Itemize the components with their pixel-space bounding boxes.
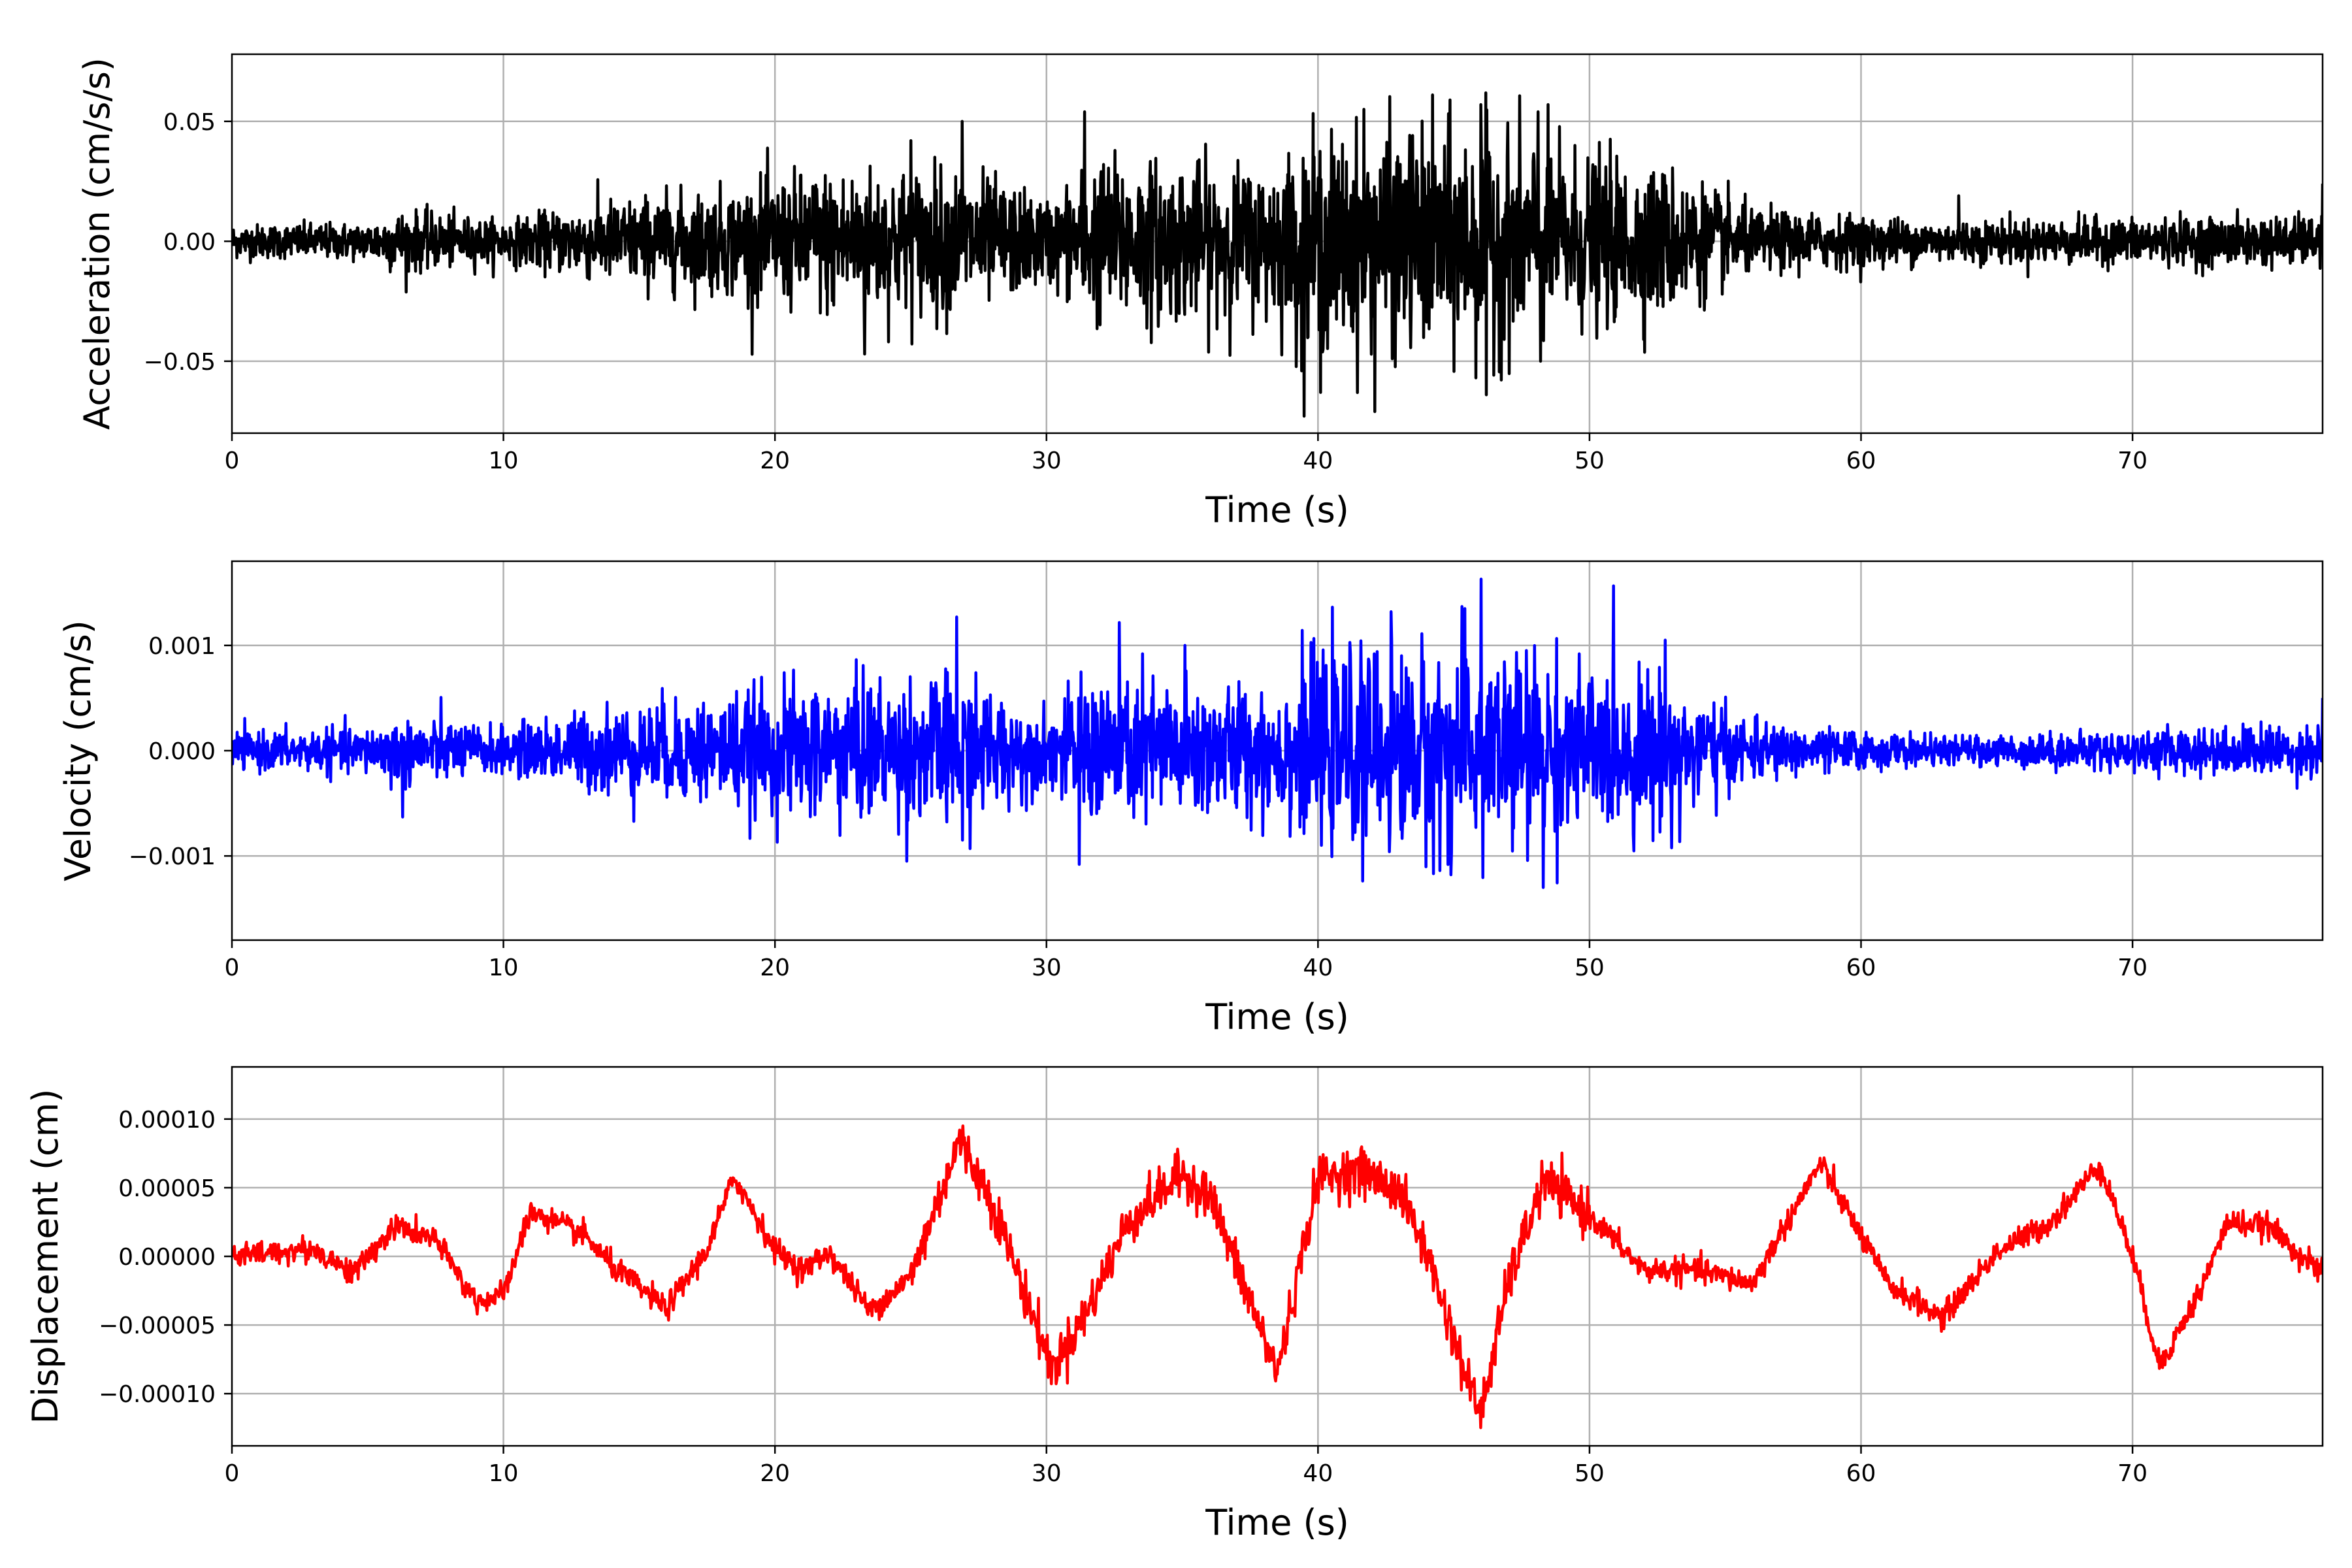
x-tick-label: 10 bbox=[489, 448, 519, 474]
x-tick-label: 20 bbox=[760, 955, 790, 981]
x-tick-label: 0 bbox=[225, 955, 240, 981]
y-tick-label: 0.05 bbox=[163, 109, 216, 136]
x-tick-label: 10 bbox=[489, 955, 519, 981]
y-axis-label: Displacement (cm) bbox=[25, 1089, 66, 1424]
x-tick-label: 70 bbox=[2117, 448, 2148, 474]
y-tick-label: −0.00010 bbox=[99, 1381, 216, 1408]
x-tick-label: 40 bbox=[1303, 448, 1333, 474]
x-tick-label: 40 bbox=[1303, 955, 1333, 981]
x-tick-label: 10 bbox=[489, 1460, 519, 1487]
x-tick-label: 50 bbox=[1575, 448, 1605, 474]
y-axis-label: Acceleration (cm/s/s) bbox=[76, 57, 118, 430]
x-axis-label: Time (s) bbox=[1205, 489, 1349, 531]
y-tick-label: 0.000 bbox=[148, 738, 216, 765]
displacement-panel: 0 10 20 30 40 50 60 70 −0.00010 −0.00005 0.00000 0.… bbox=[25, 1066, 2324, 1543]
x-tick-label: 30 bbox=[1032, 1460, 1062, 1487]
x-tick-label: 0 bbox=[225, 1460, 240, 1487]
x-tick-label: 50 bbox=[1575, 955, 1605, 981]
velocity-series-line bbox=[232, 578, 2323, 889]
x-axis-label: Time (s) bbox=[1205, 1502, 1349, 1543]
y-tick-label: 0.00005 bbox=[118, 1175, 216, 1202]
x-tick-label: 60 bbox=[1846, 955, 1876, 981]
y-tick-label: 0.00 bbox=[163, 229, 216, 255]
x-tick-label: 20 bbox=[760, 448, 790, 474]
y-tick-label: −0.001 bbox=[129, 843, 216, 870]
x-tick-label: 40 bbox=[1303, 1460, 1333, 1487]
y-tick-label: 0.00010 bbox=[118, 1107, 216, 1134]
y-tick-label: −0.05 bbox=[144, 349, 216, 376]
acceleration-panel: 0 10 20 30 40 50 60 70 −0.05 0.00 0.05 Time (s) Acce… bbox=[76, 53, 2324, 531]
x-tick-label: 20 bbox=[760, 1460, 790, 1487]
x-tick-label: 60 bbox=[1846, 448, 1876, 474]
y-tick-label: 0.00000 bbox=[118, 1244, 216, 1271]
x-tick-label: 0 bbox=[225, 448, 240, 474]
x-tick-label: 70 bbox=[2117, 955, 2148, 981]
y-axis-label: Velocity (cm/s) bbox=[57, 620, 99, 881]
x-axis-label: Time (s) bbox=[1205, 996, 1349, 1037]
x-tick-label: 50 bbox=[1575, 1460, 1605, 1487]
x-tick-label: 30 bbox=[1032, 448, 1062, 474]
acceleration-series-line bbox=[232, 91, 2323, 418]
displacement-series-line bbox=[232, 1124, 2323, 1429]
x-tick-label: 60 bbox=[1846, 1460, 1876, 1487]
x-tick-label: 70 bbox=[2117, 1460, 2148, 1487]
acceleration-axes-frame bbox=[231, 53, 2324, 434]
y-tick-label: −0.00005 bbox=[99, 1313, 216, 1339]
velocity-panel: 0 10 20 30 40 50 60 70 −0.001 0.000 0.001 Time (s) V… bbox=[57, 560, 2324, 1037]
x-tick-label: 30 bbox=[1032, 955, 1062, 981]
y-tick-label: 0.001 bbox=[148, 633, 216, 660]
